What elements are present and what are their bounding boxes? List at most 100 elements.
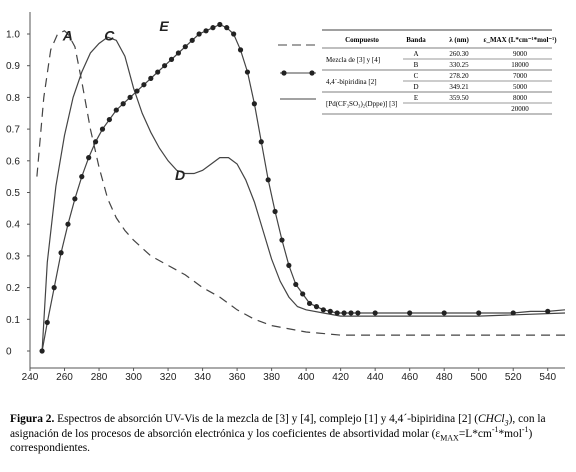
series-point-E bbox=[72, 196, 78, 202]
series-point-E bbox=[265, 177, 271, 183]
series-line-A bbox=[36, 30, 565, 336]
series-point-E bbox=[148, 75, 154, 81]
series-point-E bbox=[155, 69, 161, 75]
y-tick-label: 0.8 bbox=[6, 93, 20, 104]
x-tick-label: 240 bbox=[22, 372, 39, 383]
x-tick-label: 320 bbox=[160, 372, 177, 383]
series-point-E bbox=[286, 262, 292, 269]
table-cell-band: C bbox=[414, 72, 419, 80]
series-point-E bbox=[237, 47, 244, 53]
series-point-E bbox=[341, 310, 347, 316]
y-tick-label: 0.6 bbox=[6, 156, 20, 167]
series-point-E bbox=[224, 25, 230, 31]
table-cell-lambda: 349.21 bbox=[449, 83, 469, 91]
series-point-E bbox=[79, 174, 85, 180]
caption-solvent: CHCl bbox=[478, 413, 505, 425]
x-tick-label: 440 bbox=[367, 372, 384, 383]
table-cell-compound: Mezcla de [3] y [4] bbox=[326, 56, 380, 64]
series-point-E bbox=[407, 310, 413, 316]
table-cell-eps: 20000 bbox=[511, 105, 529, 113]
x-tick-label: 500 bbox=[470, 372, 487, 383]
x-tick-label: 540 bbox=[539, 372, 556, 383]
series-point-E bbox=[99, 126, 106, 132]
table-cell-eps: 18000 bbox=[511, 61, 529, 69]
table-cell-band: A bbox=[413, 50, 418, 58]
series-point-E bbox=[134, 88, 140, 94]
x-tick-label: 360 bbox=[229, 372, 246, 383]
series-point-E bbox=[106, 116, 112, 123]
series-point-E bbox=[217, 21, 223, 28]
y-tick-label: 0.2 bbox=[6, 283, 20, 294]
series-point-E bbox=[320, 307, 326, 313]
table-cell-compound: 4,4´-bipiridina [2] bbox=[326, 78, 377, 86]
x-tick-label: 340 bbox=[194, 372, 211, 383]
series-point-E bbox=[306, 300, 313, 307]
series-point-E bbox=[175, 50, 182, 56]
y-tick-label: 0.9 bbox=[6, 61, 20, 72]
series-point-E bbox=[92, 139, 99, 145]
band-labels: A C E D bbox=[62, 18, 185, 183]
band-label-C: C bbox=[104, 27, 115, 43]
tick-labels: 240 260 280 300 320 340 360 380 400 420 440 460 480 5… bbox=[6, 30, 557, 384]
legend-marker-dot bbox=[309, 70, 315, 76]
series-point-E bbox=[251, 101, 257, 107]
y-tick-label: 0.7 bbox=[6, 125, 20, 136]
legend-table: Compuesto Banda λ (nm) ε_MAX (L*cm⁻¹*mol⁻¹)… bbox=[278, 29, 557, 115]
x-tick-label: 380 bbox=[263, 372, 280, 383]
series-point-E bbox=[293, 281, 299, 288]
series-point-E bbox=[86, 155, 92, 161]
caption-text-4: *mol bbox=[498, 427, 522, 440]
series-point-E bbox=[39, 348, 45, 354]
table-header: Banda bbox=[406, 36, 426, 44]
table-cell-compound: [Pd(CF₃SO₃)₂(Dppe)] [3] bbox=[326, 100, 397, 108]
series-point-E bbox=[65, 221, 71, 227]
series-point-E bbox=[372, 310, 378, 316]
figure-caption: Figura 2. Espectros de absorción UV-Vis … bbox=[10, 412, 566, 456]
caption-text-1: Espectros de absorción UV-Vis de la mezc… bbox=[54, 413, 478, 425]
x-tick-label: 460 bbox=[401, 372, 418, 383]
y-tick-label: 0.4 bbox=[6, 220, 20, 231]
caption-solvent-sub: 3 bbox=[504, 418, 509, 428]
series-point-E bbox=[231, 31, 237, 37]
caption-sup-2: -1 bbox=[521, 424, 529, 434]
band-label-E: E bbox=[159, 18, 169, 34]
series-point-E bbox=[279, 237, 285, 243]
series-point-E bbox=[510, 310, 516, 316]
series-point-E bbox=[327, 308, 333, 314]
caption-text-3: =L*cm bbox=[458, 427, 492, 440]
series-point-E bbox=[545, 308, 551, 314]
table-header: λ (nm) bbox=[449, 36, 469, 44]
y-tick-label: 0.5 bbox=[6, 188, 20, 199]
y-tick-label: 1.0 bbox=[6, 30, 20, 41]
band-label-A: A bbox=[62, 27, 73, 43]
y-tick-label: 0.3 bbox=[6, 251, 20, 262]
table-header: Compuesto bbox=[345, 36, 379, 44]
table-cell-lambda: 359.50 bbox=[449, 94, 469, 102]
series-point-E bbox=[203, 28, 209, 34]
series-point-E bbox=[120, 101, 126, 107]
series-line-C bbox=[41, 36, 566, 352]
series-point-E bbox=[334, 310, 340, 316]
x-tick-label: 480 bbox=[436, 372, 453, 383]
caption-text-2: ), con la asignación de los procesos de … bbox=[10, 413, 546, 440]
series-point-E bbox=[168, 56, 175, 62]
series-point-E bbox=[441, 310, 447, 316]
series-point-E bbox=[44, 319, 50, 326]
series-point-E bbox=[272, 208, 278, 215]
caption-label: Figura 2. bbox=[10, 413, 55, 425]
y-tick-label: 0.1 bbox=[6, 315, 20, 326]
table-header: ε_MAX (L*cm⁻¹*mol⁻¹) bbox=[483, 36, 557, 44]
series-point-E bbox=[355, 310, 361, 316]
series-group bbox=[36, 21, 566, 354]
table-cell-eps: 5000 bbox=[513, 83, 528, 91]
axes bbox=[27, 12, 565, 371]
x-tick-label: 280 bbox=[91, 372, 108, 383]
table-cell-band: B bbox=[414, 61, 419, 69]
band-label-D: D bbox=[175, 167, 185, 183]
table-cell-band: D bbox=[413, 83, 418, 91]
series-point-E bbox=[196, 31, 202, 37]
series-point-E bbox=[58, 250, 64, 256]
series-point-E bbox=[162, 63, 168, 69]
x-tick-label: 300 bbox=[125, 372, 142, 383]
series-point-E bbox=[313, 304, 320, 310]
